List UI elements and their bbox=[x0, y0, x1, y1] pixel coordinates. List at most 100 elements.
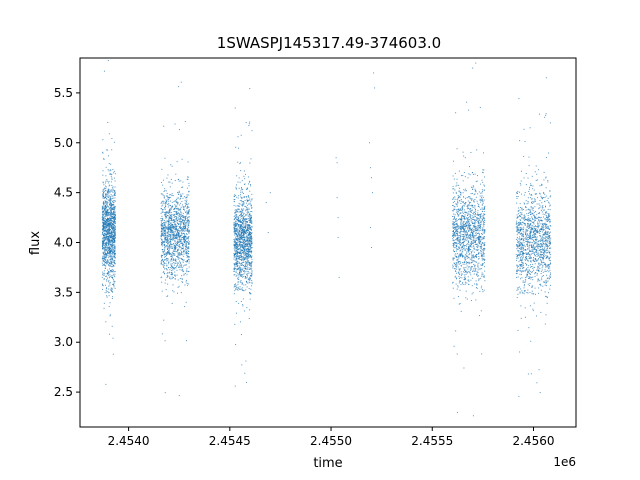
data-point bbox=[248, 249, 250, 251]
data-point bbox=[242, 234, 244, 236]
data-point bbox=[236, 229, 238, 231]
data-point bbox=[179, 198, 181, 200]
data-point bbox=[250, 229, 252, 231]
data-point bbox=[245, 263, 247, 265]
data-point bbox=[246, 239, 248, 241]
data-point bbox=[180, 195, 182, 197]
data-point bbox=[177, 255, 179, 257]
data-point bbox=[456, 222, 458, 224]
data-point bbox=[180, 210, 182, 212]
data-point bbox=[456, 204, 458, 206]
data-point bbox=[186, 253, 188, 255]
data-point bbox=[164, 190, 166, 192]
data-point bbox=[163, 224, 165, 226]
data-point bbox=[249, 277, 251, 279]
data-point bbox=[234, 227, 236, 229]
data-point bbox=[171, 269, 173, 271]
data-point bbox=[106, 149, 108, 151]
data-point bbox=[249, 218, 251, 220]
data-point bbox=[473, 238, 475, 240]
data-point bbox=[482, 275, 484, 277]
data-point bbox=[464, 278, 466, 280]
data-point bbox=[466, 253, 468, 255]
data-point bbox=[244, 247, 246, 249]
data-point bbox=[183, 250, 185, 252]
data-point bbox=[167, 228, 169, 230]
data-point bbox=[172, 251, 174, 253]
data-point bbox=[114, 261, 116, 263]
data-point bbox=[103, 214, 105, 216]
data-point bbox=[478, 235, 480, 237]
data-point bbox=[243, 290, 245, 292]
data-point bbox=[176, 232, 178, 234]
data-point bbox=[104, 223, 106, 225]
data-point bbox=[247, 196, 249, 198]
data-point bbox=[238, 258, 240, 260]
data-point bbox=[160, 235, 162, 237]
data-point bbox=[114, 210, 116, 212]
data-point bbox=[459, 231, 461, 233]
data-point bbox=[185, 301, 187, 303]
data-point bbox=[459, 243, 461, 245]
data-point bbox=[184, 227, 186, 229]
data-point bbox=[474, 211, 475, 213]
data-point bbox=[109, 207, 111, 209]
data-point bbox=[482, 217, 484, 219]
data-point bbox=[241, 268, 243, 270]
data-point bbox=[239, 233, 241, 235]
data-point bbox=[103, 222, 105, 224]
data-point bbox=[462, 201, 464, 203]
data-point bbox=[105, 213, 107, 215]
data-point bbox=[236, 222, 238, 224]
data-point bbox=[247, 248, 249, 250]
data-point bbox=[109, 275, 111, 277]
data-point bbox=[474, 193, 476, 195]
data-point bbox=[244, 205, 246, 207]
data-point bbox=[251, 239, 253, 241]
data-point bbox=[102, 226, 104, 228]
data-point bbox=[239, 280, 241, 282]
data-point bbox=[235, 244, 237, 246]
data-point bbox=[460, 280, 462, 282]
data-point bbox=[453, 244, 455, 246]
data-point bbox=[104, 226, 106, 228]
data-point bbox=[239, 219, 241, 221]
data-point bbox=[178, 191, 180, 193]
data-point bbox=[179, 209, 181, 211]
data-point bbox=[245, 220, 247, 222]
data-point bbox=[246, 255, 248, 257]
data-point bbox=[182, 216, 184, 218]
data-point bbox=[111, 198, 113, 200]
data-point bbox=[166, 200, 168, 202]
data-point bbox=[163, 262, 165, 264]
data-point bbox=[107, 211, 109, 213]
data-point bbox=[456, 234, 458, 236]
data-point bbox=[108, 207, 110, 209]
data-point bbox=[250, 183, 252, 185]
data-point bbox=[459, 190, 461, 192]
data-point bbox=[248, 278, 250, 280]
data-point bbox=[114, 246, 116, 248]
data-point bbox=[245, 281, 247, 283]
data-point bbox=[478, 262, 480, 264]
data-point bbox=[170, 208, 172, 210]
data-point bbox=[169, 276, 171, 278]
data-point bbox=[182, 222, 184, 224]
data-point bbox=[106, 246, 108, 248]
data-point bbox=[462, 263, 464, 265]
data-point bbox=[169, 197, 171, 199]
data-point bbox=[105, 249, 107, 251]
data-point bbox=[170, 244, 172, 246]
data-point bbox=[184, 223, 186, 225]
data-point bbox=[166, 275, 168, 277]
data-point bbox=[162, 234, 164, 236]
data-point bbox=[188, 266, 190, 268]
data-point bbox=[242, 212, 244, 214]
data-point bbox=[251, 193, 253, 195]
data-point bbox=[162, 264, 164, 266]
data-point bbox=[110, 234, 112, 236]
data-point bbox=[455, 230, 457, 232]
data-point bbox=[475, 287, 477, 289]
data-point bbox=[167, 253, 169, 255]
data-point bbox=[168, 202, 170, 204]
